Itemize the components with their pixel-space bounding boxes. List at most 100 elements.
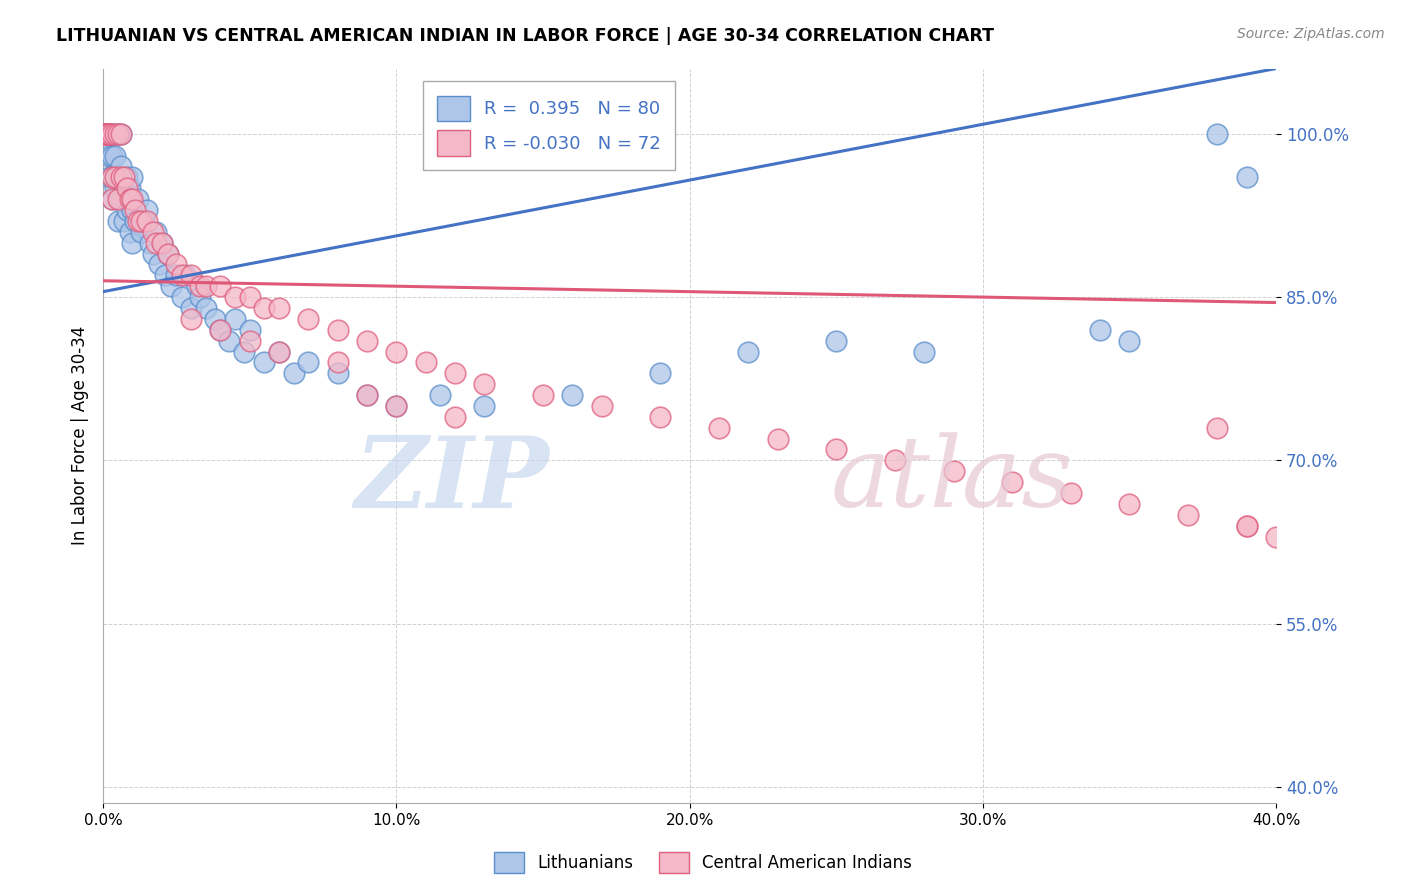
Point: [188, 279, 211, 293]
Point: [1236, 518, 1258, 533]
Point: [101, 148, 124, 162]
Point: [591, 399, 613, 413]
Point: [297, 355, 319, 369]
Point: [415, 355, 437, 369]
Point: [297, 311, 319, 326]
Point: [98, 148, 121, 162]
Point: [136, 202, 159, 217]
Point: [385, 344, 408, 359]
Point: [121, 202, 143, 217]
Point: [101, 192, 124, 206]
Point: [153, 268, 176, 283]
Point: [150, 235, 173, 250]
Text: LITHUANIAN VS CENTRAL AMERICAN INDIAN IN LABOR FORCE | AGE 30-34 CORRELATION CHA: LITHUANIAN VS CENTRAL AMERICAN INDIAN IN…: [56, 27, 994, 45]
Point: [94, 127, 117, 141]
Point: [159, 279, 181, 293]
Point: [101, 170, 124, 185]
Point: [224, 311, 246, 326]
Point: [101, 127, 124, 141]
Point: [112, 214, 135, 228]
Point: [145, 235, 167, 250]
Point: [1206, 127, 1229, 141]
Point: [150, 235, 173, 250]
Point: [283, 366, 305, 380]
Point: [1001, 475, 1024, 490]
Point: [180, 311, 202, 326]
Point: [107, 127, 129, 141]
Point: [91, 127, 114, 141]
Point: [110, 192, 132, 206]
Point: [124, 214, 146, 228]
Point: [118, 225, 141, 239]
Point: [356, 334, 378, 348]
Point: [129, 225, 152, 239]
Point: [94, 127, 117, 141]
Point: [1060, 486, 1083, 500]
Point: [127, 192, 149, 206]
Point: [91, 127, 114, 141]
Text: Source: ZipAtlas.com: Source: ZipAtlas.com: [1237, 27, 1385, 41]
Point: [104, 170, 127, 185]
Point: [561, 388, 583, 402]
Point: [444, 366, 467, 380]
Point: [253, 355, 276, 369]
Point: [121, 235, 143, 250]
Point: [104, 181, 127, 195]
Point: [98, 127, 121, 141]
Point: [942, 464, 965, 478]
Point: [326, 355, 349, 369]
Point: [104, 127, 127, 141]
Point: [136, 214, 159, 228]
Point: [1118, 334, 1140, 348]
Point: [98, 127, 121, 141]
Point: [218, 334, 240, 348]
Point: [107, 127, 129, 141]
Point: [650, 366, 672, 380]
Point: [156, 246, 179, 260]
Point: [118, 192, 141, 206]
Point: [118, 181, 141, 195]
Point: [91, 127, 114, 141]
Point: [98, 127, 121, 141]
Point: [91, 127, 114, 141]
Point: [1236, 170, 1258, 185]
Legend: R =  0.395   N = 80, R = -0.030   N = 72: R = 0.395 N = 80, R = -0.030 N = 72: [423, 81, 675, 170]
Point: [107, 170, 129, 185]
Point: [165, 257, 187, 271]
Point: [98, 127, 121, 141]
Point: [825, 442, 848, 457]
Point: [107, 192, 129, 206]
Point: [224, 290, 246, 304]
Point: [124, 202, 146, 217]
Y-axis label: In Labor Force | Age 30-34: In Labor Force | Age 30-34: [72, 326, 89, 546]
Point: [94, 127, 117, 141]
Point: [98, 170, 121, 185]
Point: [129, 214, 152, 228]
Point: [94, 127, 117, 141]
Point: [101, 127, 124, 141]
Point: [101, 192, 124, 206]
Point: [429, 388, 451, 402]
Point: [1118, 497, 1140, 511]
Point: [94, 127, 117, 141]
Point: [94, 127, 117, 141]
Point: [209, 323, 232, 337]
Point: [1206, 420, 1229, 434]
Point: [912, 344, 935, 359]
Point: [267, 344, 290, 359]
Point: [174, 268, 197, 283]
Point: [107, 192, 129, 206]
Point: [156, 246, 179, 260]
Point: [444, 409, 467, 424]
Point: [356, 388, 378, 402]
Point: [472, 399, 495, 413]
Point: [239, 290, 262, 304]
Point: [180, 268, 202, 283]
Point: [385, 399, 408, 413]
Point: [110, 127, 132, 141]
Point: [165, 268, 187, 283]
Point: [148, 257, 170, 271]
Point: [107, 214, 129, 228]
Point: [98, 127, 121, 141]
Point: [112, 170, 135, 185]
